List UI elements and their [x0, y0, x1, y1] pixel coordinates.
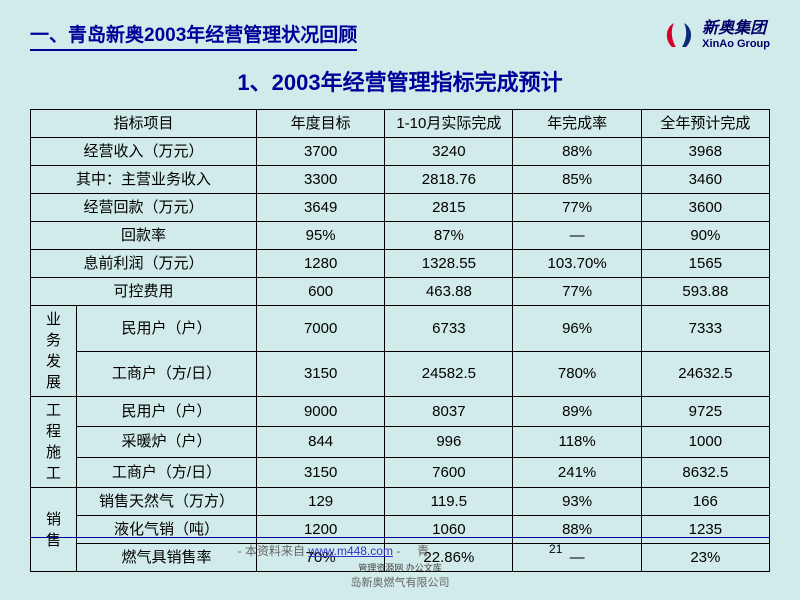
cell-value: 1565 — [641, 250, 769, 278]
cell-value: 8037 — [385, 397, 513, 427]
cell-value: 1280 — [257, 250, 385, 278]
cell-value: 9725 — [641, 397, 769, 427]
cell-value: 780% — [513, 351, 641, 397]
section-title: 一、青岛新奥2003年经营管理状况回顾 — [30, 20, 357, 51]
cell-value: 87% — [385, 222, 513, 250]
cell-value: 2818.76 — [385, 166, 513, 194]
table-row: 经营收入（万元）3700324088%3968 — [31, 138, 770, 166]
row-item: 采暖炉（户） — [77, 427, 257, 457]
cell-value: 1328.55 — [385, 250, 513, 278]
col-header: 全年预计完成 — [641, 110, 769, 138]
cell-value: 3600 — [641, 194, 769, 222]
source-link: www.m448.com — [308, 544, 393, 558]
cell-value: 6733 — [385, 306, 513, 352]
cell-value: 844 — [257, 427, 385, 457]
cell-value: 103.70% — [513, 250, 641, 278]
row-item: 工商户（方/日） — [77, 351, 257, 397]
footer-logo-text: 管理资源网 办公文库 — [0, 561, 800, 574]
cell-value: 2815 — [385, 194, 513, 222]
cell-value: 996 — [385, 427, 513, 457]
footer-extra2: 岛新奥燃气有限公司 — [0, 574, 800, 590]
cell-value: 7333 — [641, 306, 769, 352]
cell-value: 241% — [513, 457, 641, 487]
cell-value: 463.88 — [385, 278, 513, 306]
table-row: 业务发展民用户（户）7000673396%7333 — [31, 306, 770, 352]
table-row: 其中：主营业务收入33002818.7685%3460 — [31, 166, 770, 194]
cell-value: 3700 — [257, 138, 385, 166]
footer-source: - 本资料来自 www.m448.com - 青 — [238, 542, 429, 559]
cell-value: 593.88 — [641, 278, 769, 306]
table-row: 回款率95%87%—90% — [31, 222, 770, 250]
col-header: 年完成率 — [513, 110, 641, 138]
row-item: 其中：主营业务收入 — [31, 166, 257, 194]
brand-logo: 新奥集团 XinAo Group — [662, 20, 770, 50]
cell-value: 96% — [513, 306, 641, 352]
table-row: 息前利润（万元）12801328.55103.70%1565 — [31, 250, 770, 278]
row-item: 民用户（户） — [77, 397, 257, 427]
table-row: 工商户（方/日）315024582.5780%24632.5 — [31, 351, 770, 397]
cell-value: 1000 — [641, 427, 769, 457]
col-header: 1-10月实际完成 — [385, 110, 513, 138]
row-item: 息前利润（万元） — [31, 250, 257, 278]
col-header: 指标项目 — [31, 110, 257, 138]
col-header: 年度目标 — [257, 110, 385, 138]
cell-value: 3460 — [641, 166, 769, 194]
cell-value: 3150 — [257, 457, 385, 487]
cell-value: 129 — [257, 488, 385, 516]
row-item: 经营回款（万元） — [31, 194, 257, 222]
cell-value: 93% — [513, 488, 641, 516]
cell-value: 24582.5 — [385, 351, 513, 397]
row-category: 工程施工 — [31, 397, 77, 488]
cell-value: 166 — [641, 488, 769, 516]
cell-value: 9000 — [257, 397, 385, 427]
logo-text-en: XinAo Group — [702, 38, 770, 50]
table-row: 销售销售天然气（万方）129119.593%166 — [31, 488, 770, 516]
cell-value: 7000 — [257, 306, 385, 352]
cell-value: 118% — [513, 427, 641, 457]
logo-icon — [662, 21, 696, 49]
cell-value: 77% — [513, 278, 641, 306]
table-row: 采暖炉（户）844996118%1000 — [31, 427, 770, 457]
cell-value: 3150 — [257, 351, 385, 397]
cell-value: 95% — [257, 222, 385, 250]
cell-value: 90% — [641, 222, 769, 250]
page-number: 21 — [549, 542, 562, 559]
row-item: 销售天然气（万方） — [77, 488, 257, 516]
table-row: 工商户（方/日）31507600241%8632.5 — [31, 457, 770, 487]
cell-value: — — [513, 222, 641, 250]
cell-value: 24632.5 — [641, 351, 769, 397]
cell-value: 7600 — [385, 457, 513, 487]
cell-value: 85% — [513, 166, 641, 194]
logo-text-cn: 新奥集团 — [702, 20, 770, 38]
row-item: 回款率 — [31, 222, 257, 250]
cell-value: 3300 — [257, 166, 385, 194]
metrics-table: 指标项目年度目标1-10月实际完成年完成率全年预计完成经营收入（万元）37003… — [30, 109, 770, 572]
cell-value: 600 — [257, 278, 385, 306]
cell-value: 3649 — [257, 194, 385, 222]
cell-value: 119.5 — [385, 488, 513, 516]
table-row: 工程施工民用户（户）9000803789%9725 — [31, 397, 770, 427]
row-item: 可控费用 — [31, 278, 257, 306]
cell-value: 8632.5 — [641, 457, 769, 487]
row-item: 民用户（户） — [77, 306, 257, 352]
footer: - 本资料来自 www.m448.com - 青 21 管理资源网 办公文库 岛… — [0, 537, 800, 590]
cell-value: 77% — [513, 194, 641, 222]
cell-value: 3240 — [385, 138, 513, 166]
cell-value: 89% — [513, 397, 641, 427]
cell-value: 3968 — [641, 138, 769, 166]
row-category: 业务发展 — [31, 306, 77, 397]
table-row: 经营回款（万元）3649281577%3600 — [31, 194, 770, 222]
cell-value: 88% — [513, 138, 641, 166]
row-item: 工商户（方/日） — [77, 457, 257, 487]
table-row: 可控费用600463.8877%593.88 — [31, 278, 770, 306]
row-item: 经营收入（万元） — [31, 138, 257, 166]
subtitle: 1、2003年经营管理指标完成预计 — [30, 65, 770, 97]
